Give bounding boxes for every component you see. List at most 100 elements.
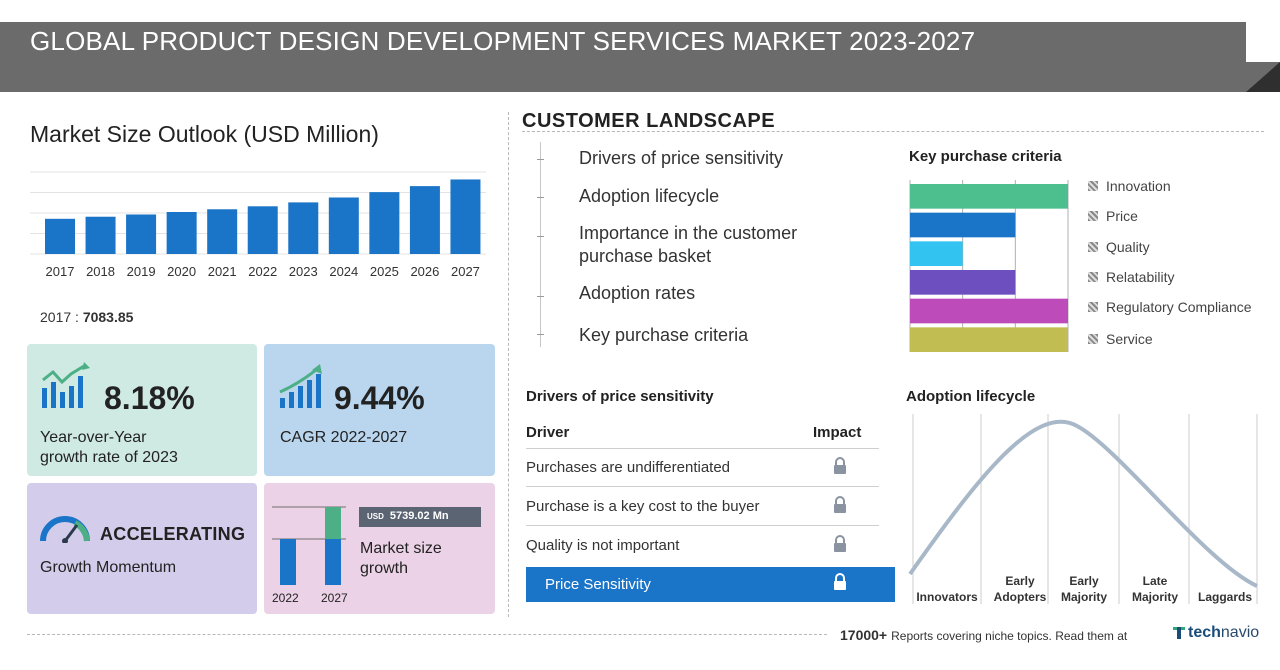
customer-landscape-rule (522, 131, 1264, 132)
x-tick-label: 2021 (208, 264, 237, 279)
legend-swatch (1088, 272, 1098, 282)
column-header-driver: Driver (526, 424, 570, 441)
cl-tick (537, 236, 544, 237)
customer-landscape-title: CUSTOMER LANDSCAPE (522, 110, 776, 132)
cl-item-importance-line2: purchase basket (579, 246, 712, 266)
bar-2026 (409, 186, 440, 254)
yoy-label-line2: growth rate of 2023 (40, 449, 178, 466)
stage-label: Majority (1132, 590, 1178, 604)
kpc-bar-regulatory-compliance (910, 298, 1068, 324)
table-row: Quality is not important (526, 527, 879, 565)
header-banner: GLOBAL PRODUCT DESIGN DEVELOPMENT SERVIC… (0, 22, 1280, 92)
adoption-curve (908, 419, 1258, 588)
kpc-title: Key purchase criteria (909, 148, 1062, 165)
market-size-title: Market Size Outlook (USD Million) (30, 121, 379, 147)
adoption-lifecycle-title: Adoption lifecycle (906, 388, 1036, 405)
growth-year-start: 2022 (272, 591, 299, 605)
growth-label-line2: growth (360, 560, 409, 577)
kpc-legend-item: Quality (1088, 239, 1150, 255)
cagr-card: 9.44% CAGR 2022-2027 (264, 344, 495, 476)
legend-label: Quality (1106, 239, 1150, 255)
yoy-card: 8.18% Year-over-Year growth rate of 2023 (27, 344, 257, 476)
table-row: Purchase is a key cost to the buyer (526, 488, 879, 526)
lock-icon (834, 535, 846, 552)
legend-swatch (1088, 181, 1098, 191)
header-corner (1246, 22, 1280, 62)
base-year: 2017 : 7083.85 (40, 309, 133, 325)
kpc-legend-item: Service (1088, 331, 1153, 347)
momentum-value: ACCELERATING (100, 524, 246, 544)
growth-chart-icon (42, 362, 90, 408)
vertical-divider (508, 112, 509, 617)
growth-label-line1: Market size (360, 540, 442, 557)
lock-icon (834, 496, 846, 513)
cl-item-key-purchase: Key purchase criteria (579, 325, 749, 345)
bar-2021 (207, 209, 238, 254)
growth-bars (272, 506, 346, 585)
growth-card: 2022 2027 USD 5739.02 Mn Market size grow… (264, 483, 495, 614)
customer-landscape-line (540, 142, 541, 347)
page-title: GLOBAL PRODUCT DESIGN DEVELOPMENT SERVIC… (30, 26, 976, 56)
bar-2025 (369, 192, 400, 254)
bar-2024 (328, 197, 359, 254)
legend-label: Price (1106, 208, 1138, 224)
technavio-logo[interactable]: tech navio (1172, 624, 1259, 642)
logo-text-navio: navio (1220, 624, 1260, 641)
kpc-bar-chart (909, 180, 1069, 352)
kpc-legend-item: Price (1088, 208, 1138, 224)
cl-tick (537, 334, 544, 335)
stage-label: Majority (1061, 590, 1107, 604)
usd-value-box: USD 5739.02 Mn (359, 507, 481, 527)
table-row: Purchases are undifferentiated (526, 449, 879, 487)
stage-label: Early (1069, 574, 1099, 588)
kpc-bar-price (910, 212, 1016, 238)
stage-label: Innovators (916, 590, 978, 604)
x-tick-label: 2027 (451, 264, 480, 279)
bar-2022 (247, 206, 278, 254)
cl-item-adoption-lifecycle: Adoption lifecycle (579, 186, 720, 206)
footer-count: 17000+ (840, 627, 888, 643)
x-tick-label: 2017 (46, 264, 75, 279)
kpc-bar-quality (910, 241, 963, 266)
x-tick-label: 2026 (410, 264, 439, 279)
market-size-bar-chart: 2017 2018 2019 2020 2021 2022 2023 2024 2025 2026… (30, 171, 486, 279)
x-tick-label: 2018 (86, 264, 115, 279)
x-tick-label: 2019 (127, 264, 156, 279)
column-header-impact: Impact (813, 424, 862, 441)
cl-tick (537, 159, 544, 160)
base-year-value: 7083.85 (82, 309, 134, 325)
lock-icon (834, 457, 846, 474)
adoption-lifecycle-chart: Innovators Early Adopters Early Majority… (908, 414, 1258, 604)
legend-swatch (1088, 302, 1098, 312)
header-fold (1246, 62, 1280, 92)
cl-tick (537, 197, 544, 198)
row-label: Quality is not important (526, 537, 680, 554)
kpc-legend-item: Relatability (1088, 269, 1174, 285)
cagr-label: CAGR 2022-2027 (280, 429, 408, 446)
kpc-bar-service (910, 327, 1068, 352)
base-year-label: 2017 : (40, 309, 79, 325)
row-label: Purchase is a key cost to the buyer (526, 498, 760, 515)
cl-item-importance-line1: Importance in the customer (579, 223, 798, 243)
legend-label: Regulatory Compliance (1106, 299, 1252, 315)
kpc-bar-relatability (910, 270, 1016, 295)
kpc-legend-item: Regulatory Compliance (1088, 299, 1252, 315)
footer-description: Reports covering niche topics. Read them… (891, 629, 1128, 643)
bar-2019 (126, 214, 157, 254)
momentum-label: Growth Momentum (40, 559, 177, 576)
usd-label: USD (367, 512, 384, 521)
yoy-label-line1: Year-over-Year (40, 429, 147, 446)
x-tick-label: 2024 (329, 264, 358, 279)
table-header-rule (526, 448, 879, 449)
cagr-value: 9.44% (334, 380, 425, 416)
footer-rule (27, 634, 827, 635)
x-tick-label: 2023 (289, 264, 318, 279)
cl-item-importance: Importance in the customer purchase bask… (579, 222, 797, 268)
bar-2018 (85, 216, 116, 254)
bar-2017 (45, 218, 75, 254)
growth-label: Market size growth (360, 539, 442, 579)
stage-label: Adopters (994, 590, 1047, 604)
x-tick-label: 2020 (167, 264, 196, 279)
yoy-value: 8.18% (104, 380, 195, 416)
cl-tick (537, 296, 544, 297)
